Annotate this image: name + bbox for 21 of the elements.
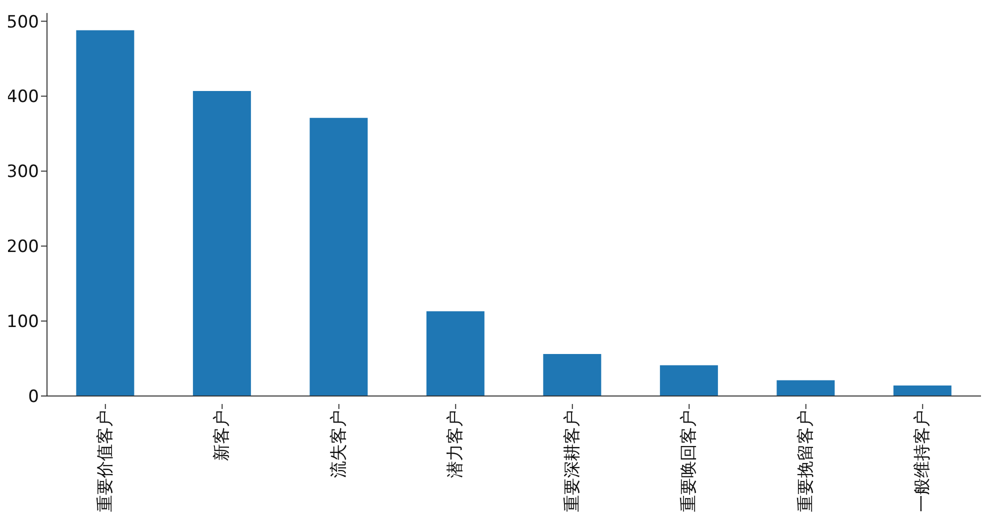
y-tick-label: 300	[6, 162, 39, 182]
bar	[310, 118, 368, 396]
bar	[76, 30, 134, 396]
bar	[893, 386, 952, 396]
y-tick-label: 500	[6, 12, 39, 32]
x-tick-label: 重要挽留客户	[796, 410, 816, 512]
x-tick-label: 重要深耕客户	[562, 410, 582, 512]
y-tick-label: 0	[28, 387, 39, 408]
bar	[776, 380, 835, 396]
y-tick-label: 200	[6, 237, 39, 258]
x-tick-label: 潜力客户	[446, 410, 466, 478]
x-tick-label: 新客户	[212, 410, 232, 461]
x-tick-label: 重要唤回客户	[679, 410, 700, 512]
bar	[426, 311, 484, 396]
x-tick-label: 流失客户	[328, 410, 349, 478]
bar	[192, 90, 251, 396]
y-tick-label: 100	[6, 312, 39, 332]
bar	[660, 365, 718, 396]
bar	[543, 354, 602, 396]
x-tick-label: 重要价值客户	[95, 410, 116, 512]
x-tick-label: 一般维持客户	[912, 410, 933, 512]
